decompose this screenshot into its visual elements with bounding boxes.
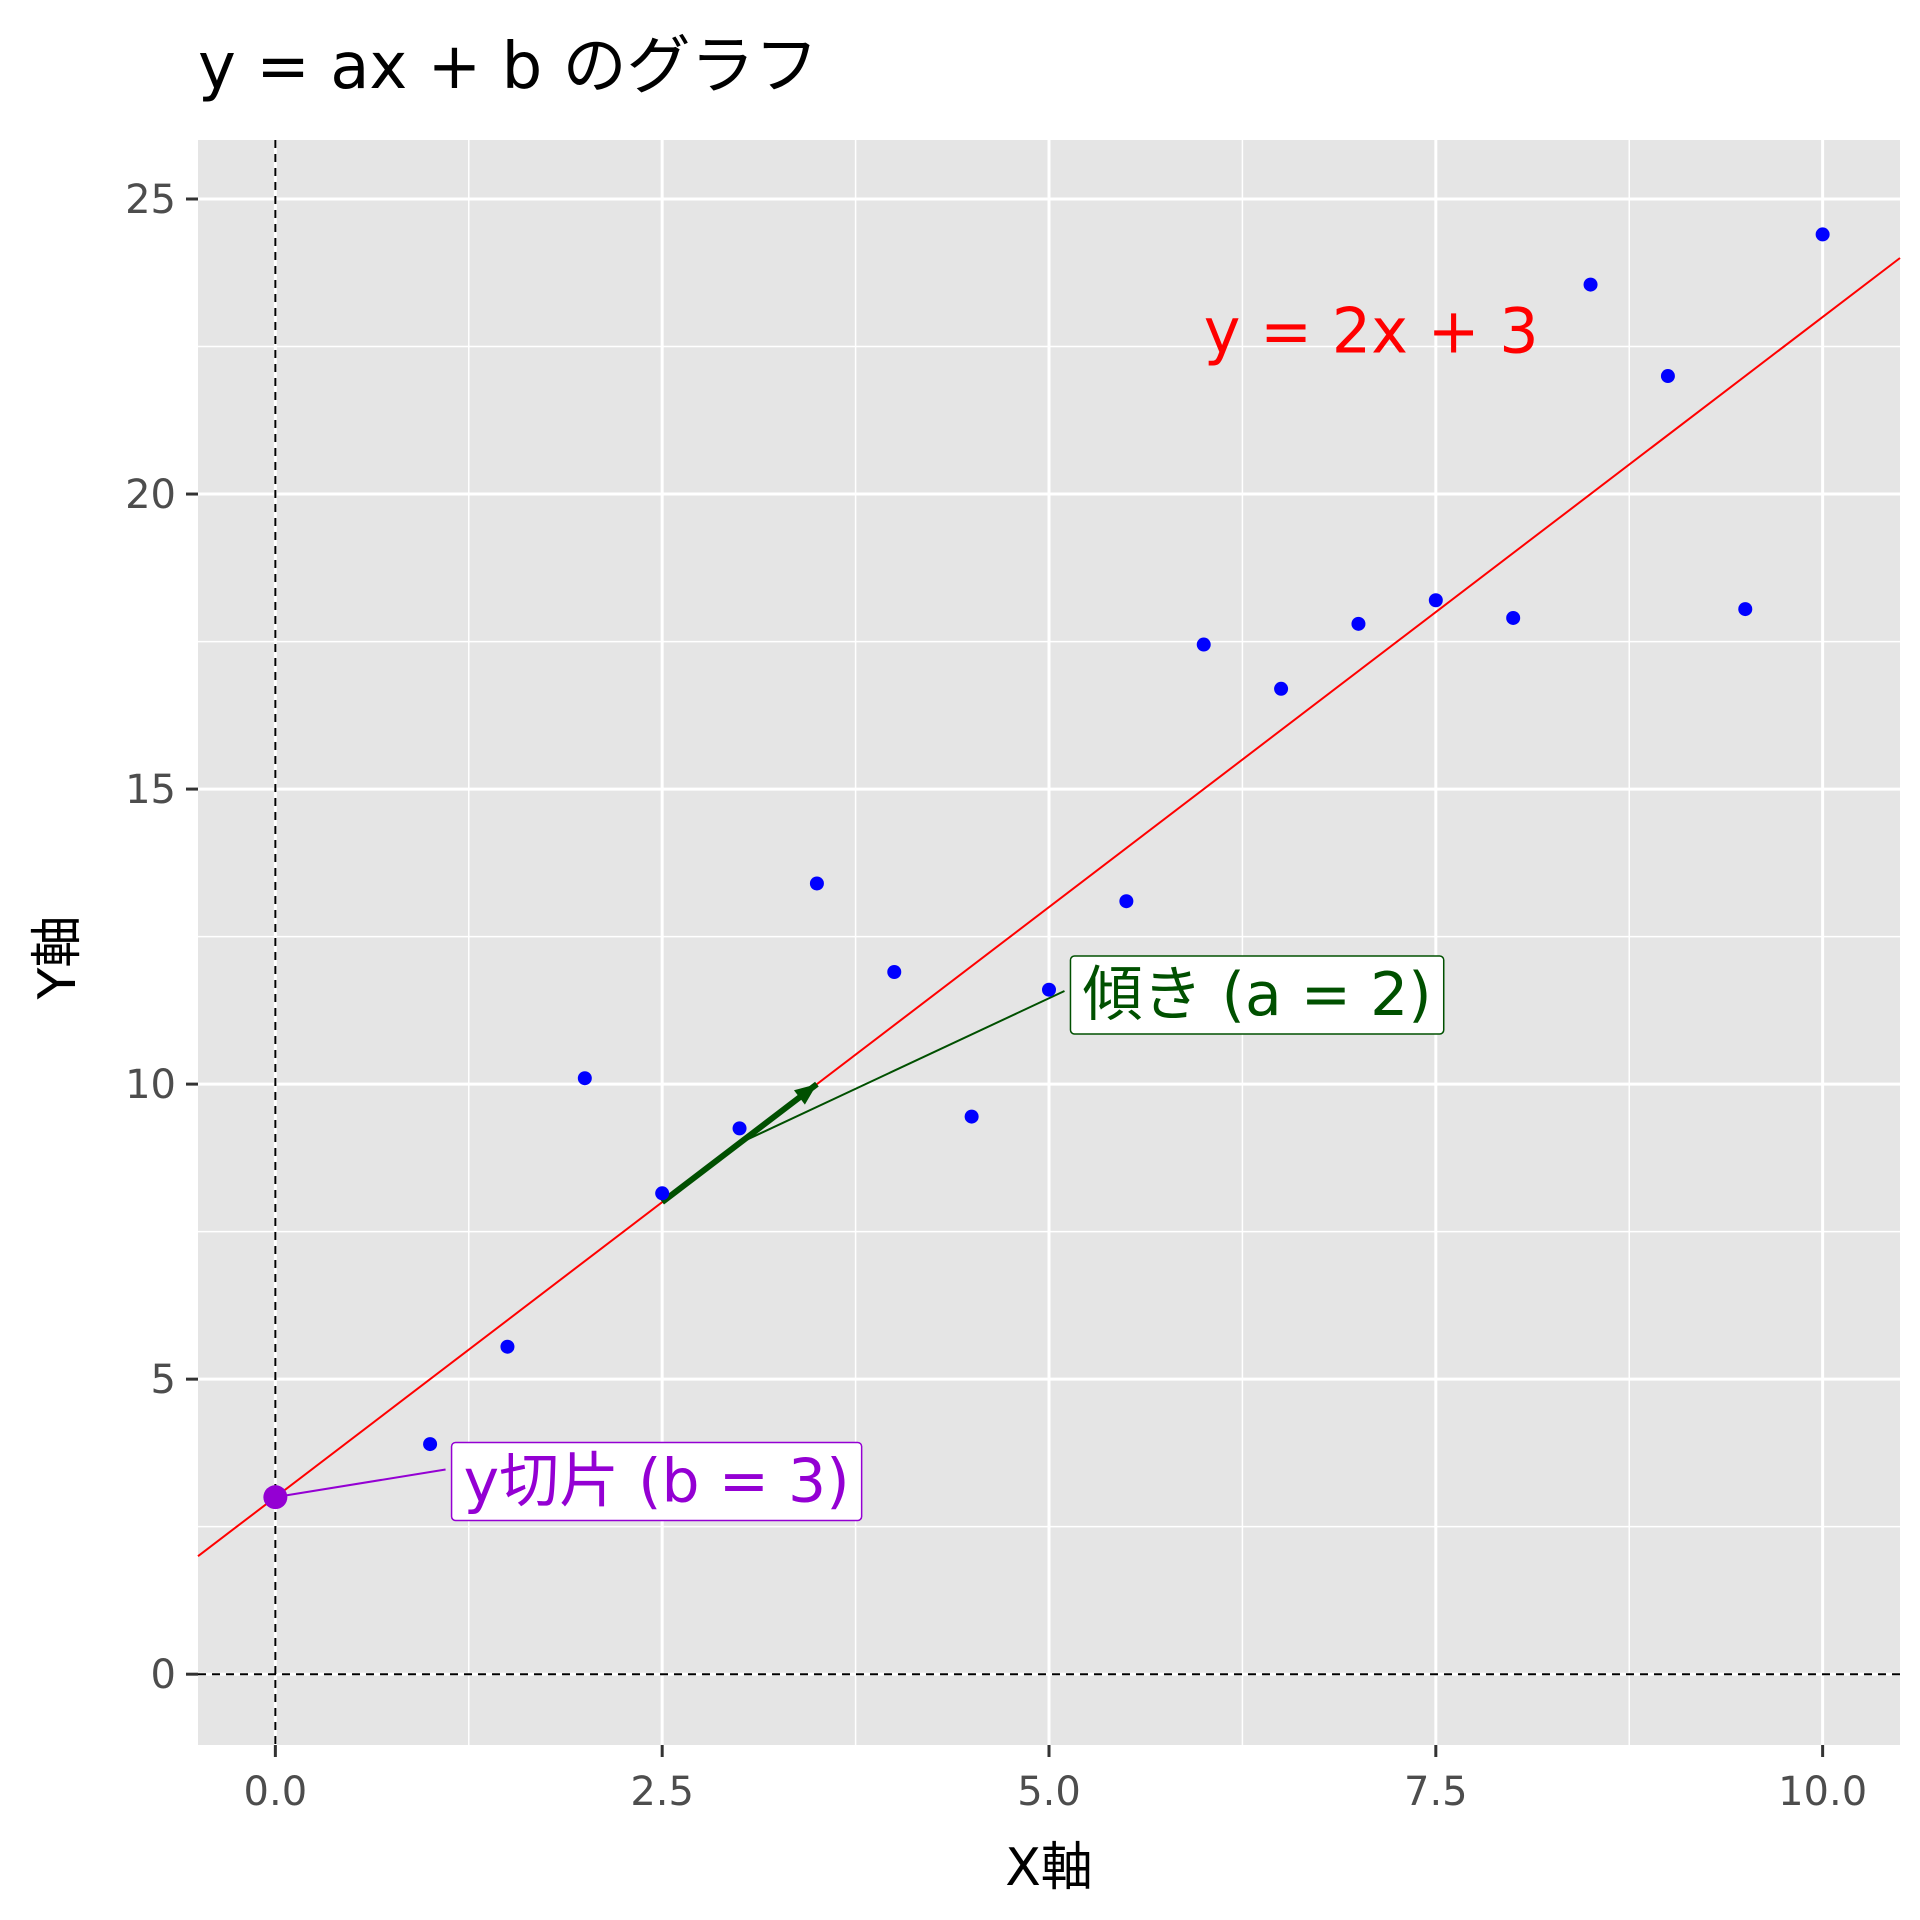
intercept-annotation: y切片 (b = 3) [263,1441,863,1522]
fit-line [197,257,1901,1557]
x-tick-label: 7.5 [1404,1769,1468,1815]
x-tick-label: 5.0 [1017,1769,1081,1815]
y-tick-label: 25 [125,177,176,223]
data-point [1351,616,1366,631]
data-point [577,1071,592,1086]
slope-arrow-head [793,1084,817,1105]
data-point [1428,593,1443,608]
x-tick-label: 10.0 [1778,1769,1867,1815]
y-axis: 0 5 10 15 20 25 [125,177,198,1698]
slope-label: 傾き (a = 2) [1082,960,1431,1030]
reference-lines [198,140,1900,1745]
data-point [1274,681,1289,696]
intercept-label-box [450,1441,863,1522]
slope-annotation: 傾き (a = 2) [660,955,1445,1205]
x-tick-label: 0.0 [244,1769,308,1815]
data-point [1506,610,1521,625]
y-tick-label: 10 [125,1062,176,1108]
data-point [1660,369,1675,384]
line-equation-label: y = 2x + 3 [1204,294,1539,367]
chart-title: y = ax + b のグラフ [198,30,819,104]
intercept-point [263,1485,288,1510]
data-point [655,1186,670,1201]
slope-label-box [1069,955,1445,1035]
y-tick-label: 0 [151,1652,176,1698]
data-point [1042,982,1056,997]
data-point [964,1109,979,1124]
data-point [1119,894,1134,909]
y-tick-label: 20 [125,472,176,518]
intercept-leader-line [275,1468,446,1499]
data-point [500,1339,515,1354]
y-tick-label: 5 [151,1357,176,1403]
intercept-label: y切片 (b = 3) [464,1446,850,1516]
data-point [732,1121,747,1136]
slope-leader-line [739,990,1065,1145]
y-axis-title: Y軸 [28,916,88,1001]
data-points [423,227,1830,1452]
data-point [1815,227,1830,242]
data-point [1583,277,1598,292]
x-axis: 0.0 2.5 5.0 7.5 10.0 [244,1745,1867,1815]
x-tick-label: 2.5 [630,1769,694,1815]
data-point [1738,602,1753,617]
equation-label-group: y = 2x + 3 [1204,294,1539,367]
data-point [887,965,902,980]
data-point [1196,637,1211,652]
y-tick-label: 15 [125,767,176,813]
fit-line-group [197,257,1901,1557]
data-point [809,876,824,891]
data-point [423,1437,438,1452]
x-axis-title: X軸 [1005,1838,1093,1898]
